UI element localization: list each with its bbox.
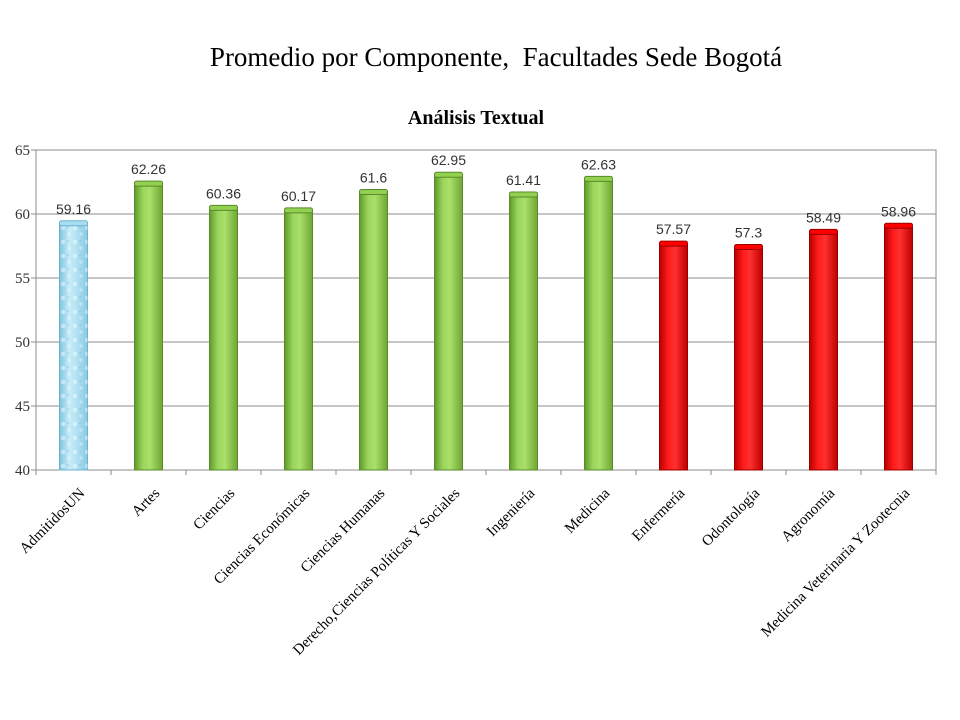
y-tick-label: 60: [15, 207, 30, 223]
gridlines: [31, 149, 937, 475]
bar-body: [734, 248, 763, 471]
bar-body: [509, 195, 538, 471]
bar-9: [659, 240, 688, 471]
value-label: 61.6: [360, 170, 387, 186]
bar-body: [134, 184, 163, 471]
y-tick-label: 45: [15, 399, 30, 415]
bar-7: [509, 191, 538, 471]
bar-10: [734, 244, 763, 471]
bar-8: [584, 175, 613, 471]
bar-body: [809, 232, 838, 471]
value-label: 59.16: [56, 201, 91, 217]
bar-11: [809, 228, 838, 471]
x-tick-label: AdmitidosUN: [17, 485, 89, 557]
value-label: 57.3: [735, 225, 762, 241]
bar-body: [659, 244, 688, 471]
bar-cap: [659, 240, 688, 247]
bar-cap: [809, 228, 838, 235]
x-tick-label: Ingeniería: [484, 485, 539, 540]
bar-body: [359, 193, 388, 471]
bar-body: [434, 175, 463, 471]
x-tick-label: Derecho,Ciencias Políticas Y Sociales: [290, 485, 463, 658]
x-tick-label: Medicina Veterinaria Y Zootecnia: [758, 485, 913, 640]
bar-body: [584, 179, 613, 471]
bars: [59, 171, 913, 471]
value-label: 58.96: [881, 203, 916, 219]
x-tick-label: Odontología: [699, 485, 764, 550]
plot-area-frame: [35, 149, 937, 471]
bar-1: [59, 220, 88, 471]
y-tick-label: 55: [15, 271, 30, 287]
bar-body: [284, 211, 313, 471]
value-label: 57.57: [656, 221, 691, 237]
value-label: 58.49: [806, 209, 841, 225]
x-tick-label: Enfermería: [629, 485, 688, 544]
chart-title: Análisis Textual: [408, 107, 545, 129]
x-tick-label: Ciencias: [190, 485, 238, 533]
bar-cap: [284, 207, 313, 214]
slide-title: Promedio por Componente, Facultades Sede…: [209, 42, 783, 72]
x-tick-label: Agronomía: [779, 485, 839, 545]
bar-body: [884, 226, 913, 471]
bar-cap: [134, 180, 163, 187]
y-tick-label: 65: [15, 143, 30, 159]
bar-cap: [509, 191, 538, 198]
bar-4: [284, 207, 313, 471]
y-tick-label: 40: [15, 463, 30, 479]
bar-12: [884, 222, 913, 471]
value-label: 62.63: [581, 156, 616, 172]
bar-cap: [434, 171, 463, 178]
bar-cap: [584, 175, 613, 182]
bar-cap: [209, 204, 238, 211]
bar-cap: [884, 222, 913, 229]
value-label: 61.41: [506, 172, 541, 188]
y-tick-label: 50: [15, 335, 30, 351]
bar-cap: [59, 220, 88, 227]
bar-5: [359, 189, 388, 471]
bar-3: [209, 204, 238, 471]
bar-6: [434, 171, 463, 471]
bar-cap: [734, 244, 763, 251]
value-label: 60.17: [281, 188, 316, 204]
bar-cap: [359, 189, 388, 196]
value-label: 62.26: [131, 161, 166, 177]
x-tick-label: Artes: [129, 485, 163, 519]
value-label: 62.95: [431, 152, 466, 168]
value-label: 60.36: [206, 185, 241, 201]
x-tick-label: Medicina: [562, 485, 614, 537]
bar-texture: [59, 224, 88, 470]
bar-body: [209, 208, 238, 471]
bar-2: [134, 180, 163, 471]
